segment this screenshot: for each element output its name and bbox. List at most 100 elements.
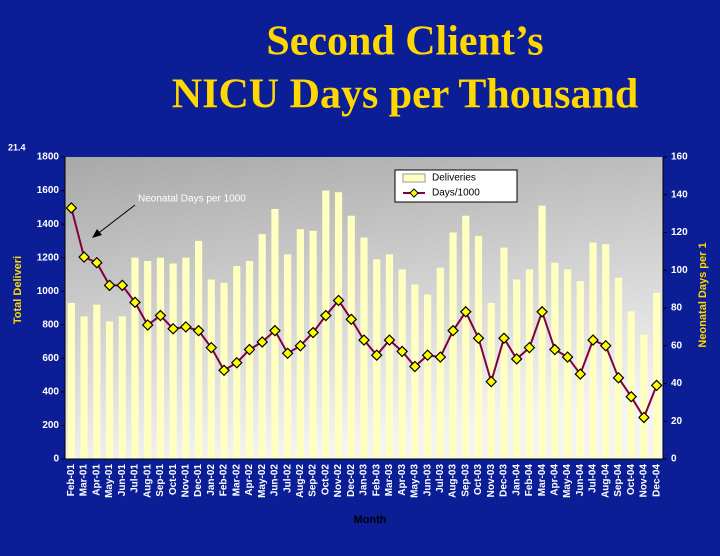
legend-marker <box>409 188 419 198</box>
y2-tick-label: 120 <box>671 227 688 238</box>
x-tick-label: Apr-01 <box>91 464 102 496</box>
marker <box>230 356 243 369</box>
x-tick-label: Apr-03 <box>397 464 408 496</box>
marker <box>561 351 574 363</box>
x-tick-label: Dec-01 <box>193 464 204 497</box>
legend-label: Deliveries <box>432 173 476 184</box>
marker <box>434 351 447 363</box>
marker <box>256 336 269 348</box>
marker <box>549 343 561 356</box>
x-tick-label: Jul-04 <box>588 464 599 493</box>
bar <box>118 316 126 459</box>
marker <box>472 332 485 345</box>
x-tick-label: Oct-01 <box>168 464 179 496</box>
x-tick-label: Mar-01 <box>79 464 90 497</box>
x-tick-label: Feb-03 <box>371 464 382 497</box>
marker <box>332 294 345 307</box>
x-tick-label: Nov-01 <box>181 464 192 498</box>
x-tick-label: Oct-03 <box>473 464 484 496</box>
title-line: Second Client’s <box>266 19 543 65</box>
bar <box>194 240 203 459</box>
bar <box>144 261 152 459</box>
y2-axis-title: Neonatal Days per 1 <box>697 242 709 347</box>
x-tick-label: Dec-02 <box>346 464 357 497</box>
annotation: Neonatal Days per 1000 <box>138 194 246 205</box>
x-tick-label: Nov-04 <box>639 464 650 498</box>
x-tick-label: Aug-04 <box>600 464 611 498</box>
bar <box>245 261 254 459</box>
x-tick-label: Jan-04 <box>511 464 522 496</box>
bar <box>334 192 343 459</box>
x-tick-label: Jan-02 <box>206 464 217 496</box>
x-tick-label: Apr-02 <box>244 464 255 496</box>
marker <box>141 319 154 331</box>
bar <box>627 311 635 459</box>
x-tick-label: Mar-02 <box>231 464 242 497</box>
bar <box>525 269 534 459</box>
marker <box>307 326 319 339</box>
bar <box>436 267 444 459</box>
bar <box>182 257 190 459</box>
x-tick-label: Aug-02 <box>295 464 306 498</box>
y-tick-label: 1200 <box>37 252 60 263</box>
marker <box>358 334 370 346</box>
x-tick-label: Feb-01 <box>66 464 77 497</box>
bar <box>589 242 597 459</box>
arrowhead <box>92 229 102 238</box>
bar <box>449 232 457 459</box>
legend-swatch <box>402 173 426 183</box>
marker <box>650 379 663 392</box>
x-tick-label: Oct-02 <box>320 464 331 496</box>
legend-label: Days/1000 <box>432 188 480 199</box>
x-tick-label: Apr-04 <box>549 464 560 496</box>
x-tick-label: Jul-02 <box>282 464 293 493</box>
marker <box>625 390 638 403</box>
x-tick-label: Dec-04 <box>651 464 662 497</box>
y-tick-label: 1400 <box>37 219 60 230</box>
x-tick-label: Sep-01 <box>155 464 166 497</box>
y2-tick-label: 160 <box>671 152 688 163</box>
bar <box>538 205 546 459</box>
y-tick-label: 1000 <box>37 286 60 297</box>
marker <box>294 339 307 352</box>
x-tick-label: Jun-04 <box>575 464 586 497</box>
marker <box>116 279 129 292</box>
bar <box>474 235 483 459</box>
corner-note: 21.4 <box>8 142 26 152</box>
bar <box>513 279 521 459</box>
marker <box>103 279 116 292</box>
x-tick-label: Jun-01 <box>117 464 128 497</box>
bar <box>105 321 114 459</box>
y2-tick-label: 100 <box>671 265 688 276</box>
marker <box>370 349 383 362</box>
x-tick-label: Sep-02 <box>308 464 319 497</box>
bar <box>640 334 648 459</box>
bar <box>500 247 508 459</box>
x-tick-label: May-04 <box>562 464 573 498</box>
y-tick-label: 800 <box>42 319 59 330</box>
x-tick-label: Jul-01 <box>130 464 141 493</box>
y2-tick-label: 60 <box>671 340 683 351</box>
marker <box>638 411 650 424</box>
bar <box>131 257 139 459</box>
x-tick-label: Sep-04 <box>613 464 624 497</box>
marker <box>167 322 179 335</box>
bar <box>398 269 406 459</box>
marker <box>574 368 587 380</box>
bar <box>614 277 623 459</box>
marker <box>523 341 536 354</box>
x-tick-label: Nov-03 <box>486 464 497 498</box>
x-tick-label: Mar-04 <box>537 464 548 497</box>
bar <box>309 230 317 459</box>
y-axis-title: Total Deliveri <box>12 256 24 324</box>
marker <box>510 353 523 365</box>
marker <box>269 324 281 337</box>
bar <box>462 215 470 459</box>
plot <box>65 190 663 460</box>
marker <box>192 324 205 337</box>
x-axis-title: Month <box>354 514 387 526</box>
bar <box>563 269 572 459</box>
marker <box>409 360 421 373</box>
y-tick-label: 200 <box>42 420 59 431</box>
